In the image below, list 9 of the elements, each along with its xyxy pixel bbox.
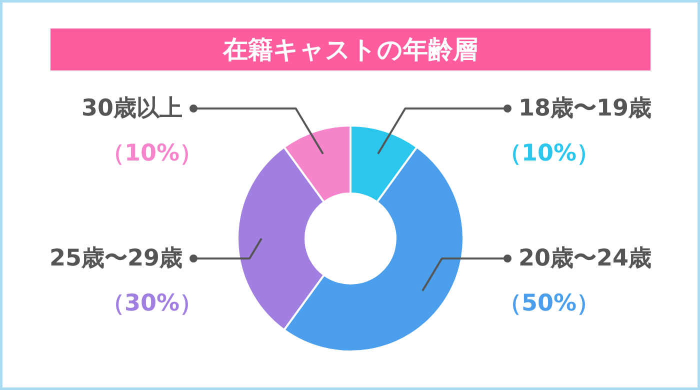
- chart-title: 在籍キャストの年齢層: [222, 35, 478, 64]
- slice-label: 25歳〜29歳: [49, 246, 182, 272]
- data-label: （30%）: [101, 290, 203, 316]
- data-label: （50%）: [498, 290, 600, 316]
- slice-label: 30歳以上: [81, 96, 183, 122]
- slice-label: 20歳〜24歳: [518, 246, 652, 272]
- data-label: （10%）: [498, 140, 600, 166]
- data-label: （10%）: [101, 140, 203, 166]
- slice-label: 18歳〜19歳: [518, 96, 652, 122]
